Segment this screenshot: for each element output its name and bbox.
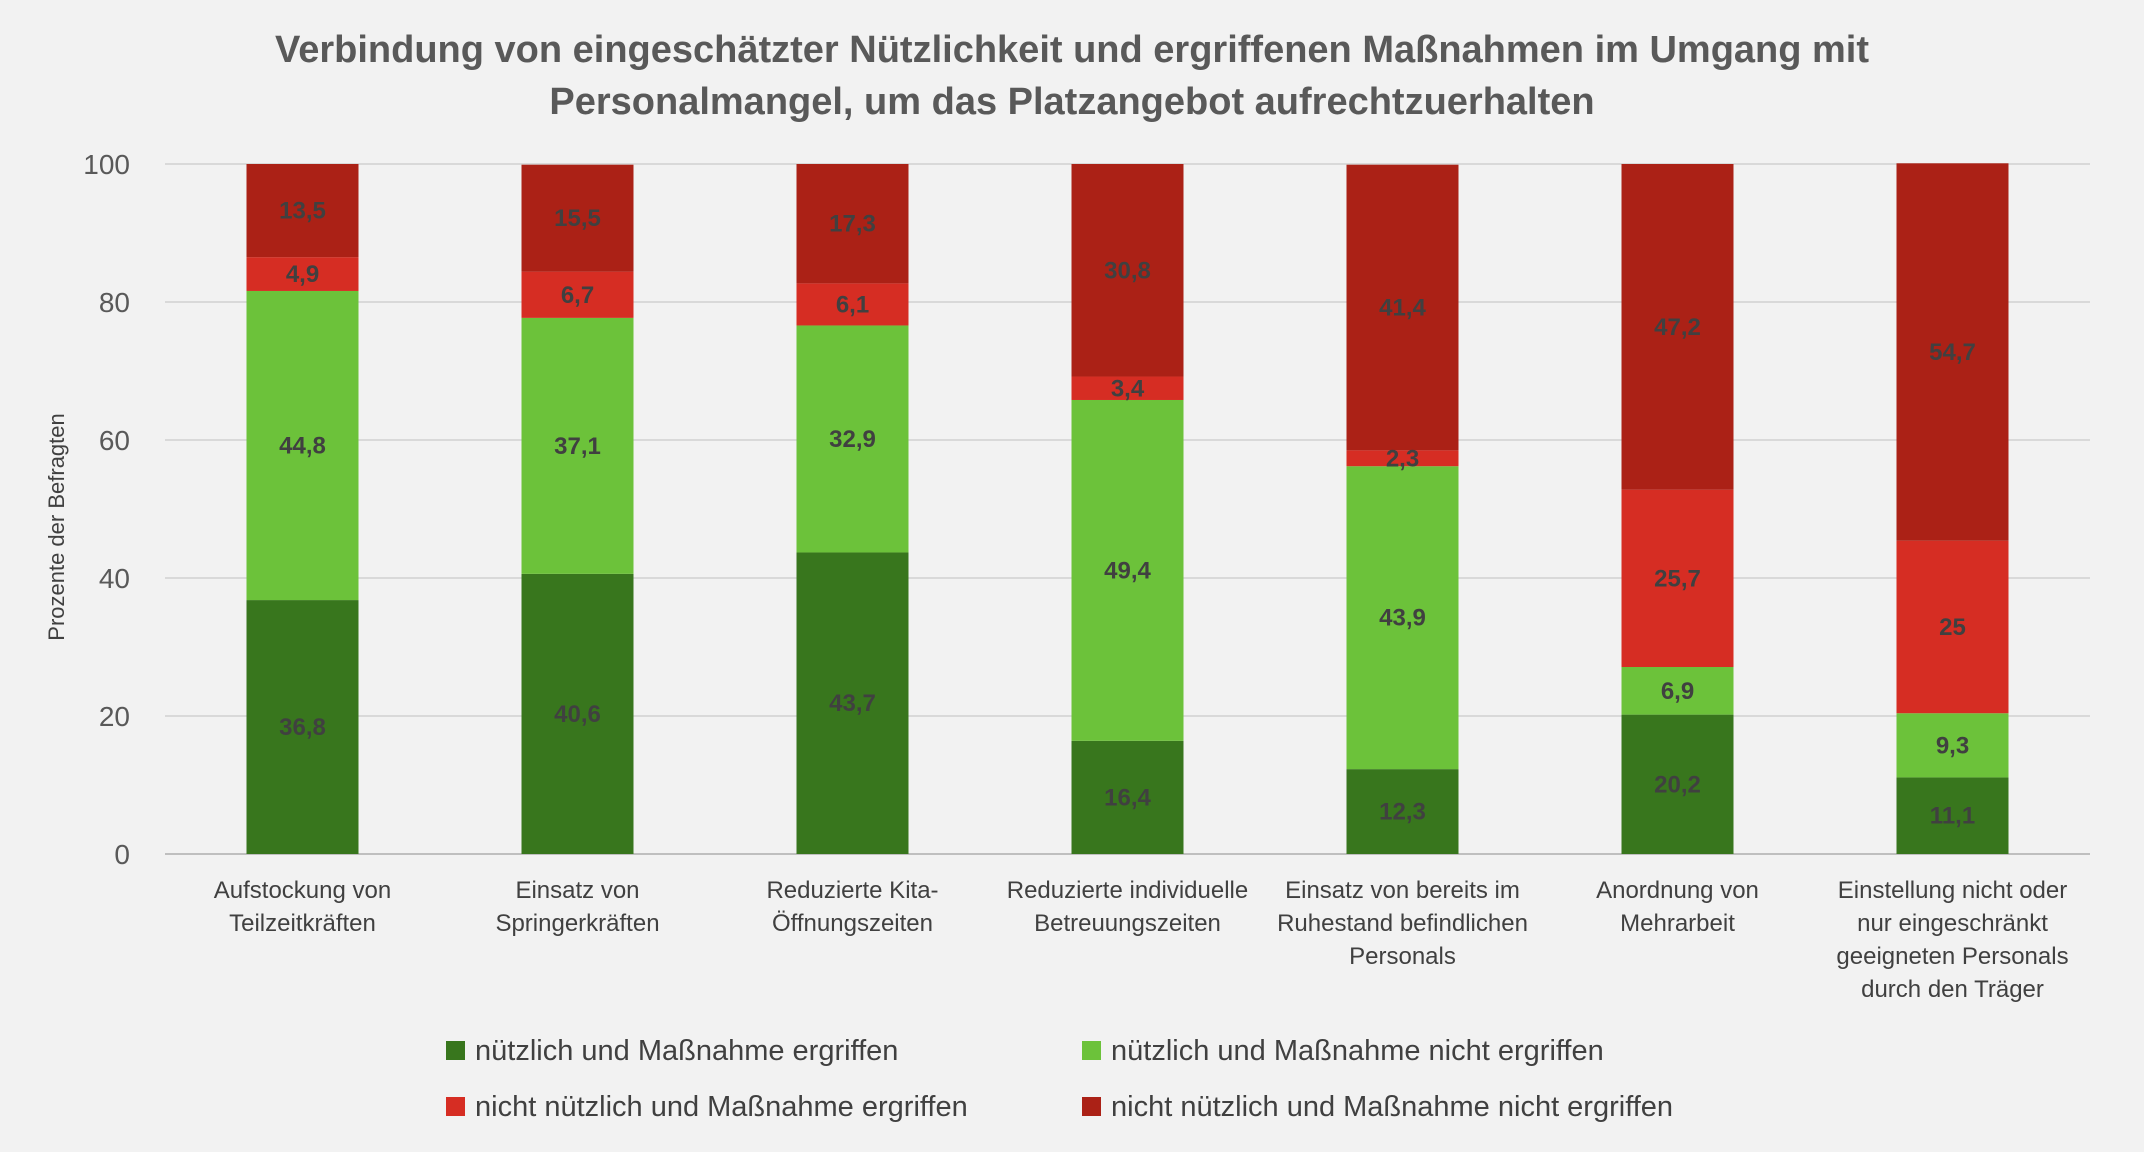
- category-label: Ruhestand befindlichen: [1277, 910, 1528, 937]
- data-label: 36,8: [279, 714, 326, 741]
- y-tick-label: 80: [99, 287, 130, 318]
- bar-segment: [521, 317, 634, 574]
- y-tick-label: 100: [83, 149, 130, 180]
- category-label: Anordnung von: [1596, 877, 1759, 904]
- chart-title-line1: Verbindung von eingeschätzter Nützlichke…: [275, 29, 1869, 71]
- category-label: Betreuungszeiten: [1034, 910, 1221, 937]
- category-label: Einsatz von: [515, 877, 639, 904]
- data-label: 12,3: [1379, 799, 1426, 826]
- data-label: 43,7: [829, 690, 876, 717]
- data-label: 17,3: [829, 211, 876, 238]
- bar-segment: [521, 573, 634, 854]
- data-label: 6,7: [561, 282, 594, 309]
- bars: [246, 163, 2009, 854]
- legend-label: nützlich und Maßnahme ergriffen: [475, 1035, 898, 1067]
- category-label: Öffnungszeiten: [772, 910, 933, 937]
- bar-segment: [1071, 399, 1184, 741]
- data-label: 20,2: [1654, 771, 1701, 798]
- category-label: Personals: [1349, 943, 1456, 970]
- data-label: 32,9: [829, 426, 876, 453]
- bar-segment: [1621, 164, 1734, 490]
- bar-segment: [246, 164, 359, 258]
- category-label: Einstellung nicht oder: [1838, 877, 2067, 904]
- bar-segment: [1621, 489, 1734, 668]
- bar-segment: [246, 600, 359, 854]
- data-label: 11,1: [1930, 803, 1975, 830]
- data-label: 41,4: [1379, 295, 1426, 322]
- legend-label: nicht nützlich und Maßnahme ergriffen: [475, 1091, 968, 1123]
- category-label: Mehrarbeit: [1620, 910, 1735, 937]
- category-label: Teilzeitkräften: [229, 910, 376, 937]
- bar-segment: [1896, 540, 2009, 714]
- legend-swatch: [1082, 1097, 1101, 1116]
- data-label: 37,1: [554, 433, 601, 460]
- chart-title-line2: Personalmangel, um das Platzangebot aufr…: [549, 81, 1594, 123]
- data-label: 25,7: [1654, 565, 1701, 592]
- bar-segment: [1896, 163, 2009, 541]
- bar-segment: [521, 271, 634, 318]
- bar-segment: [796, 552, 909, 854]
- data-label: 6,1: [836, 291, 869, 318]
- bar-segment: [1346, 164, 1459, 451]
- legend-swatch: [1082, 1041, 1101, 1060]
- bar-segment: [1071, 740, 1184, 854]
- data-label: 15,5: [554, 205, 601, 232]
- bar-segment: [796, 283, 909, 326]
- y-tick-label: 60: [99, 425, 130, 456]
- y-tick-label: 40: [99, 563, 130, 594]
- data-label: 30,8: [1104, 257, 1151, 284]
- data-label: 4,9: [286, 261, 319, 288]
- legend-swatch: [446, 1097, 465, 1116]
- bar-segment: [1896, 777, 2009, 854]
- data-labels: 36,8 44,8 4,9 13,5 40,6 37,1 6,7 15,5 43,7 32,9 6,…: [279, 198, 1976, 830]
- category-label: Einsatz von bereits im: [1285, 877, 1520, 904]
- data-label: 13,5: [279, 198, 326, 225]
- y-tick-label: 20: [99, 701, 130, 732]
- bar-segment: [1346, 769, 1459, 854]
- bar-segment: [521, 164, 634, 272]
- bar-segment: [796, 164, 909, 284]
- data-label: 49,4: [1104, 557, 1151, 584]
- data-label: 44,8: [279, 433, 326, 460]
- data-label: 25: [1939, 614, 1966, 641]
- y-tick-label: 0: [114, 839, 130, 870]
- x-axis-categories: Aufstockung von Teilzeitkräften Einsatz vo…: [214, 877, 2069, 1003]
- bar-segment: [1621, 714, 1734, 854]
- data-label: 43,9: [1379, 605, 1426, 632]
- data-label: 2,3: [1386, 445, 1419, 472]
- category-label: durch den Träger: [1861, 976, 2044, 1003]
- bar-segment: [1621, 667, 1734, 715]
- y-axis-ticks: 0 20 40 60 80 100: [83, 149, 130, 870]
- category-label: nur eingeschränkt: [1857, 910, 2048, 937]
- legend: nützlich und Maßnahme ergriffen nützlich …: [446, 1035, 1673, 1123]
- legend-swatch: [446, 1041, 465, 1060]
- bar-segment: [1071, 376, 1184, 400]
- category-label: Reduzierte Kita-: [766, 877, 938, 904]
- data-label: 6,9: [1661, 678, 1694, 705]
- category-label: Aufstockung von: [214, 877, 391, 904]
- category-label: Springerkräften: [495, 910, 659, 937]
- bar-segment: [796, 325, 909, 553]
- bar-segment: [246, 290, 359, 601]
- category-label: geeigneten Personals: [1836, 943, 2068, 970]
- data-label: 16,4: [1104, 784, 1151, 811]
- data-label: 3,4: [1111, 375, 1145, 402]
- data-label: 9,3: [1936, 732, 1969, 759]
- bar-segment: [246, 257, 359, 291]
- legend-label: nützlich und Maßnahme nicht ergriffen: [1111, 1035, 1604, 1067]
- data-label: 54,7: [1929, 339, 1976, 366]
- bar-segment: [1071, 164, 1184, 377]
- bar-segment: [1346, 450, 1459, 467]
- bar-segment: [1896, 713, 2009, 778]
- data-label: 40,6: [554, 701, 601, 728]
- legend-label: nicht nützlich und Maßnahme nicht ergrif…: [1111, 1091, 1673, 1123]
- y-axis-label: Prozente der Befragten: [44, 413, 69, 640]
- bar-segment: [1346, 466, 1459, 770]
- category-label: Reduzierte individuelle: [1007, 877, 1248, 904]
- data-label: 47,2: [1654, 314, 1701, 341]
